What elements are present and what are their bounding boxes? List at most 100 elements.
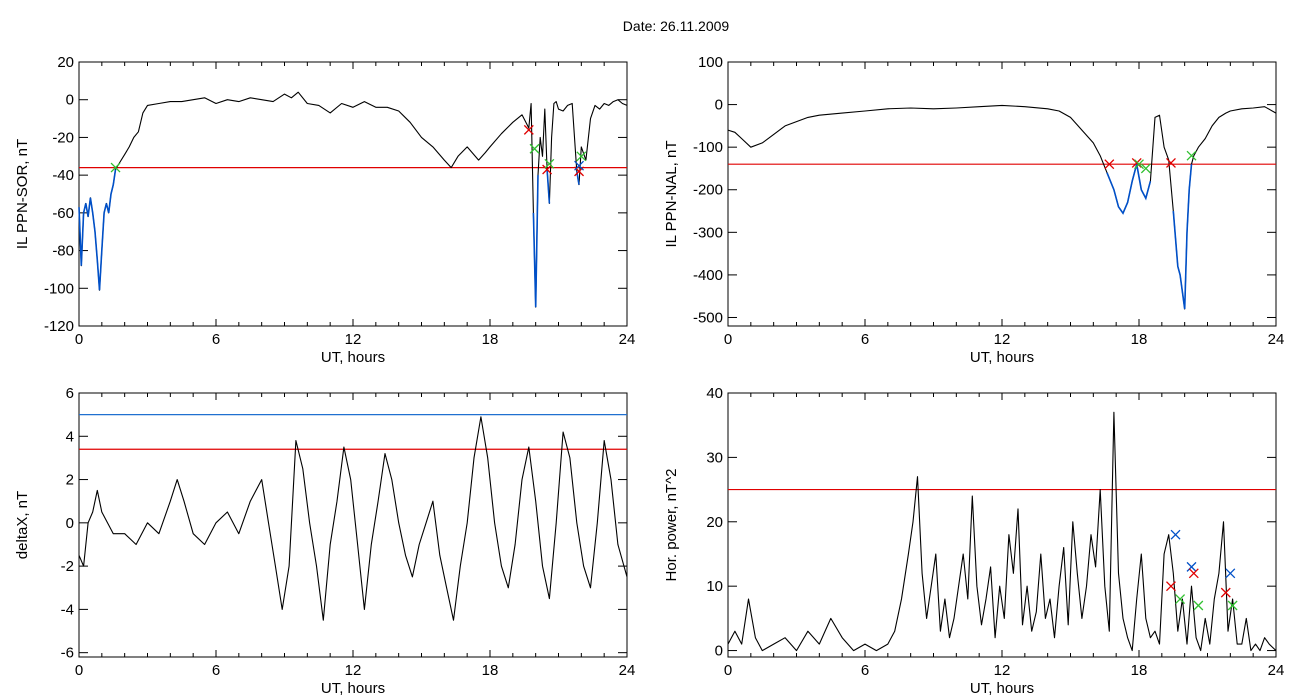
y-tick-label: 20 — [57, 54, 74, 71]
event-marker — [574, 160, 585, 171]
y-tick-label: 0 — [66, 515, 74, 532]
y-tick-label: -80 — [52, 243, 74, 260]
x-tick-label: 0 — [75, 331, 83, 348]
event-marker — [1170, 529, 1181, 540]
y-tick-label: 2 — [66, 472, 74, 489]
x-axis-label: UT, hours — [970, 680, 1034, 697]
x-tick-label: 0 — [724, 331, 732, 348]
x-tick-label: 18 — [1131, 331, 1148, 348]
marker-stroke — [1193, 600, 1204, 611]
x-axis-label: UT, hours — [970, 349, 1034, 366]
x-tick-label: 12 — [345, 331, 362, 348]
event-marker — [523, 124, 534, 135]
marker-stroke — [574, 160, 585, 171]
marker-stroke — [544, 158, 555, 169]
marker-stroke — [1166, 157, 1176, 168]
x-tick-label: 6 — [212, 662, 220, 679]
x-axis-label: UT, hours — [321, 349, 385, 366]
panel-hor-power: 0 6 12 18 24 40 30 20 10 0 UT, hours Hor. power, nT… — [663, 385, 1284, 697]
y-axis-label: IL PPN-NAL, nT — [663, 141, 680, 248]
y-tick-label: -40 — [52, 167, 74, 184]
marker-stroke — [1131, 157, 1142, 168]
x-tick-label: 0 — [724, 662, 732, 679]
series-line-below-threshold — [546, 169, 551, 204]
y-tick-label: -500 — [693, 309, 723, 326]
event-marker — [1131, 157, 1142, 168]
y-tick-label: 20 — [706, 514, 723, 531]
y-axis-label: Hor. power, nT^2 — [663, 469, 680, 582]
plot-frame — [727, 61, 1277, 327]
y-tick-label: 40 — [706, 385, 723, 402]
x-tick-label: 24 — [619, 331, 636, 348]
event-marker — [529, 143, 540, 154]
x-tick-label: 12 — [994, 331, 1011, 348]
x-tick-label: 18 — [1131, 662, 1148, 679]
y-tick-label: -100 — [44, 280, 74, 297]
x-tick-label: 6 — [861, 662, 869, 679]
y-axis-label: deltaX, nT — [14, 491, 31, 559]
event-marker — [1104, 159, 1115, 170]
series-line-below-threshold — [1106, 163, 1152, 215]
marker-stroke — [1134, 159, 1144, 170]
series-line — [727, 104, 1277, 310]
series-line-below-threshold — [78, 169, 117, 291]
event-marker — [1166, 157, 1176, 168]
event-marker — [1225, 568, 1236, 579]
series-line-below-threshold — [532, 175, 539, 308]
series-line — [78, 416, 628, 621]
x-tick-label: 12 — [345, 662, 362, 679]
y-tick-label: -20 — [52, 129, 74, 146]
marker-stroke — [1104, 159, 1115, 170]
x-tick-label: 6 — [212, 331, 220, 348]
y-tick-label: -6 — [61, 645, 74, 662]
event-marker — [1186, 150, 1197, 161]
marker-stroke — [1170, 529, 1181, 540]
event-marker — [576, 151, 587, 162]
marker-stroke — [1227, 600, 1238, 611]
event-marker — [1220, 587, 1231, 598]
y-tick-label: 0 — [715, 97, 723, 114]
x-tick-label: 24 — [619, 662, 636, 679]
y-tick-label: 30 — [706, 449, 723, 466]
marker-stroke — [1166, 581, 1176, 592]
x-tick-label: 6 — [861, 331, 869, 348]
marker-stroke — [542, 164, 553, 175]
y-tick-label: 0 — [715, 643, 723, 660]
x-tick-label: 24 — [1268, 662, 1285, 679]
y-tick-label: 10 — [706, 578, 723, 595]
marker-stroke — [523, 124, 534, 135]
series-line — [78, 91, 628, 308]
plot-frame — [78, 61, 628, 327]
x-tick-label: 18 — [482, 662, 499, 679]
event-marker — [1134, 159, 1144, 170]
y-tick-label: 0 — [66, 92, 74, 109]
event-marker — [110, 162, 121, 173]
marker-stroke — [1220, 587, 1231, 598]
marker-stroke — [1225, 568, 1236, 579]
y-tick-label: -300 — [693, 224, 723, 241]
event-marker — [1140, 163, 1151, 174]
event-marker — [1227, 600, 1238, 611]
x-tick-label: 18 — [482, 331, 499, 348]
y-tick-label: -100 — [693, 139, 723, 156]
event-marker — [544, 158, 555, 169]
event-marker — [1186, 561, 1197, 572]
event-marker — [1166, 581, 1176, 592]
y-tick-label: -60 — [52, 205, 74, 222]
marker-stroke — [529, 143, 540, 154]
x-tick-label: 12 — [994, 662, 1011, 679]
x-tick-label: 0 — [75, 662, 83, 679]
event-marker — [1193, 600, 1204, 611]
y-tick-label: -2 — [61, 558, 74, 575]
y-tick-label: -4 — [61, 601, 74, 618]
marker-stroke — [1175, 594, 1186, 605]
y-axis-label: IL PPN-SOR, nT — [14, 139, 31, 249]
figure-date-title: Date: 26.11.2009 — [622, 18, 730, 34]
y-tick-label: -400 — [693, 267, 723, 284]
y-tick-label: 6 — [66, 385, 74, 402]
y-tick-label: 4 — [66, 428, 74, 445]
x-tick-label: 24 — [1268, 331, 1285, 348]
series-line-below-threshold — [1172, 164, 1193, 310]
panel-ppn-sor: 0 6 12 18 24 20 0 -20 -40 -60 -80 -100 -120 UT, hours… — [14, 54, 635, 366]
